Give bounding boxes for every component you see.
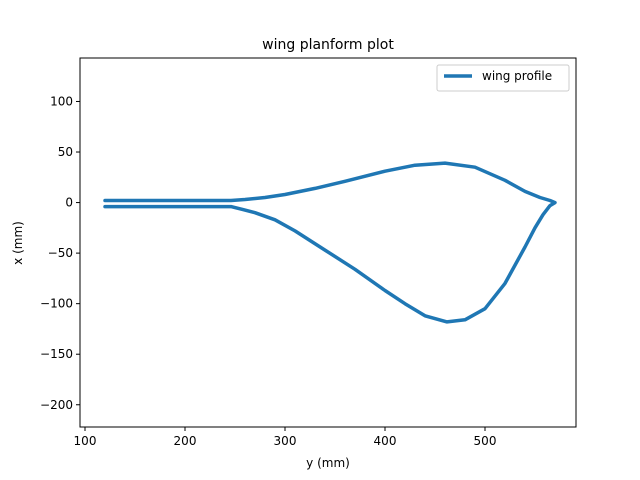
y-tick-label: 0 — [65, 196, 73, 210]
series-line-0 — [103, 161, 557, 324]
legend-box — [436, 64, 570, 92]
x-tick-label: 100 — [74, 434, 97, 448]
y-tick-label: 50 — [58, 145, 73, 159]
x-tick-label: 200 — [174, 434, 197, 448]
legend-label: wing profile — [482, 69, 552, 83]
axes-frame — [79, 57, 577, 428]
y-tick-label: −50 — [48, 246, 73, 260]
x-axis-label: y (mm) — [306, 456, 350, 470]
legend: wing profile — [436, 64, 570, 92]
y-axis-label: x (mm) — [11, 221, 25, 265]
x-tick-label: 500 — [474, 434, 497, 448]
chart-title: wing planform plot — [262, 37, 394, 53]
y-tick-label: 100 — [50, 94, 73, 108]
y-tick-label: −200 — [40, 398, 73, 412]
y-tick-label: −150 — [40, 347, 73, 361]
x-axis-ticks: 100 200 300 400 500 — [74, 427, 497, 448]
x-tick-label: 400 — [374, 434, 397, 448]
plot-area — [103, 161, 557, 324]
y-axis-ticks: 100 50 0 −50 −100 −150 −200 — [40, 94, 80, 412]
y-tick-label: −100 — [40, 297, 73, 311]
x-tick-label: 300 — [274, 434, 297, 448]
